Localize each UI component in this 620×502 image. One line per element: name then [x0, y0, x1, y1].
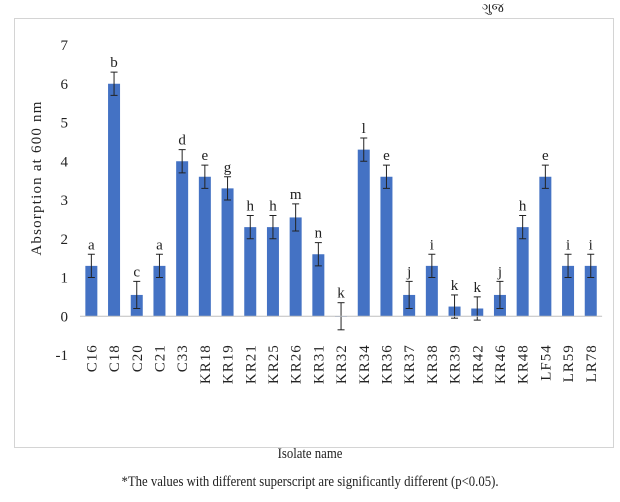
- significance-label: b: [110, 55, 118, 71]
- x-tick-label: C18: [107, 344, 123, 372]
- bar: [85, 265, 98, 317]
- x-tick-label: KR38: [425, 344, 441, 384]
- y-axis: -1 0 1 2 3 4 5 6 7: [56, 38, 69, 364]
- x-tick-label: KR31: [311, 344, 327, 384]
- significance-label: m: [290, 187, 302, 203]
- y-axis-label: Absorption at 600 nm: [29, 100, 45, 255]
- significance-label: a: [156, 237, 163, 253]
- significance-label: j: [497, 264, 502, 280]
- x-tick-label: KR18: [198, 344, 214, 384]
- significance-label: i: [589, 237, 593, 253]
- x-tick-label: C21: [152, 344, 168, 372]
- x-tick-label: LF54: [538, 344, 554, 381]
- bar: [312, 254, 325, 317]
- significance-label: k: [474, 280, 482, 296]
- x-tick-label: KR37: [402, 344, 418, 384]
- significance-label: j: [406, 264, 411, 280]
- bar: [108, 83, 121, 317]
- chart-frame: [14, 18, 614, 448]
- x-tick-label: KR39: [448, 344, 464, 384]
- footnote: *The values with different superscript a…: [121, 474, 499, 490]
- x-tick-label: KR21: [243, 344, 259, 384]
- significance-label: e: [383, 148, 390, 164]
- x-axis-label: Isolate name: [277, 446, 343, 462]
- bar: [539, 176, 552, 317]
- x-tick-label: KR25: [266, 344, 282, 384]
- y-tick-label: 1: [61, 271, 69, 287]
- significance-label: e: [542, 148, 549, 164]
- significance-label: a: [88, 237, 95, 253]
- y-tick-label: 0: [61, 309, 69, 325]
- bar: [380, 176, 393, 317]
- bar: [221, 188, 234, 317]
- significance-label: c: [133, 264, 140, 280]
- y-tick-label: 4: [61, 154, 69, 170]
- significance-label: i: [430, 237, 434, 253]
- significance-label: e: [202, 148, 209, 164]
- bar: [425, 265, 438, 317]
- significance-label: h: [269, 199, 277, 215]
- significance-label: i: [566, 237, 570, 253]
- bar: [584, 265, 597, 317]
- bar: [289, 217, 302, 317]
- top-text-fragment: ગુજ: [482, 0, 504, 15]
- x-tick-label: KR26: [289, 344, 305, 384]
- bar: [244, 227, 257, 317]
- x-tick-label: LR59: [561, 344, 577, 382]
- x-tick-label: C16: [84, 344, 100, 372]
- bar: [198, 176, 211, 317]
- x-tick-label: LR78: [584, 344, 600, 382]
- significance-label: h: [247, 199, 255, 215]
- x-tick-label: KR19: [221, 344, 237, 384]
- bar: [562, 265, 575, 317]
- y-tick-label: 3: [61, 193, 69, 209]
- y-tick-label: 5: [61, 116, 69, 132]
- bar: [516, 227, 529, 317]
- x-tick-label: KR32: [334, 344, 350, 384]
- significance-label: d: [178, 133, 186, 149]
- x-tick-label: KR36: [379, 344, 395, 384]
- significance-label: k: [451, 278, 459, 294]
- significance-label: g: [224, 160, 232, 176]
- y-tick-label: 2: [61, 232, 69, 248]
- significance-label: l: [362, 121, 366, 137]
- x-tick-label: C20: [130, 344, 146, 372]
- significance-label: k: [337, 286, 345, 302]
- x-tick-label: KR42: [470, 344, 486, 384]
- x-tick-label: KR48: [516, 344, 532, 384]
- y-tick-label: 7: [61, 38, 69, 54]
- x-tick-label: KR34: [357, 344, 373, 384]
- bar: [357, 149, 370, 317]
- bar: [153, 265, 166, 317]
- x-axis: C16 C18 C20 C21 C33 KR18 KR19 KR21 KR25 KR26 KR31 K…: [80, 315, 603, 384]
- significance-label: n: [315, 226, 323, 242]
- significance-label: h: [519, 199, 527, 215]
- x-tick-label: KR46: [493, 344, 509, 384]
- y-tick-label: -1: [56, 348, 69, 364]
- x-tick-label: C33: [175, 344, 191, 372]
- bar: [176, 161, 189, 317]
- bar: [266, 227, 279, 317]
- y-tick-label: 6: [61, 77, 69, 93]
